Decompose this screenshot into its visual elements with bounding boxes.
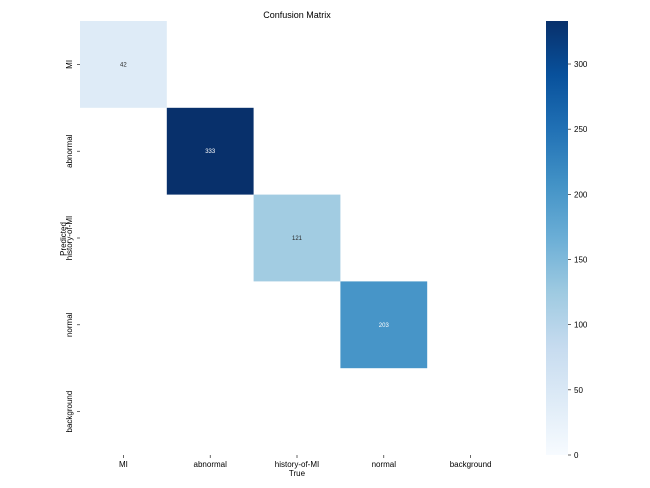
heatmap-cells — [80, 21, 428, 369]
cell-value-label: 203 — [379, 323, 390, 329]
y-axis: MI abnormal history-of-MI normal background — [65, 60, 80, 433]
y-tick-label: background — [65, 391, 74, 433]
cell-value-label: 333 — [205, 149, 216, 155]
chart-title: Confusion Matrix — [263, 10, 331, 20]
heatmap-cell — [80, 21, 167, 108]
colorbar-axis: 0 50 100 150 200 250 300 — [568, 60, 588, 460]
colorbar-tick-label: 50 — [574, 386, 583, 395]
heatmap-cell — [253, 194, 341, 282]
colorbar-tick-label: 200 — [574, 190, 588, 199]
heatmap-cell — [166, 107, 254, 195]
y-tick-label: abnormal — [65, 134, 74, 168]
heatmap-cell — [340, 281, 428, 369]
x-tick-label: history-of-MI — [275, 460, 319, 469]
y-tick-label: MI — [65, 60, 74, 69]
colorbar-tick-label: 100 — [574, 321, 588, 330]
x-tick-label: abnormal — [194, 460, 228, 469]
y-axis-title: Predicted — [59, 222, 68, 256]
x-tick-label: background — [450, 460, 492, 469]
colorbar — [546, 21, 568, 455]
colorbar-tick-label: 0 — [574, 451, 579, 460]
colorbar-tick-label: 150 — [574, 256, 588, 265]
x-tick-label: MI — [119, 460, 128, 469]
x-tick-label: normal — [372, 460, 397, 469]
colorbar-tick-label: 250 — [574, 125, 588, 134]
x-axis-title: True — [289, 469, 306, 478]
y-tick-label: normal — [65, 312, 74, 337]
colorbar-tick-label: 300 — [574, 60, 588, 69]
heatmap-cell-labels: 42 333 121 203 — [120, 62, 389, 328]
cell-value-label: 121 — [292, 236, 303, 242]
y-tick-label: history-of-MI — [65, 216, 74, 260]
x-axis: MI abnormal history-of-MI normal background — [119, 455, 492, 469]
cell-value-label: 42 — [120, 62, 127, 68]
